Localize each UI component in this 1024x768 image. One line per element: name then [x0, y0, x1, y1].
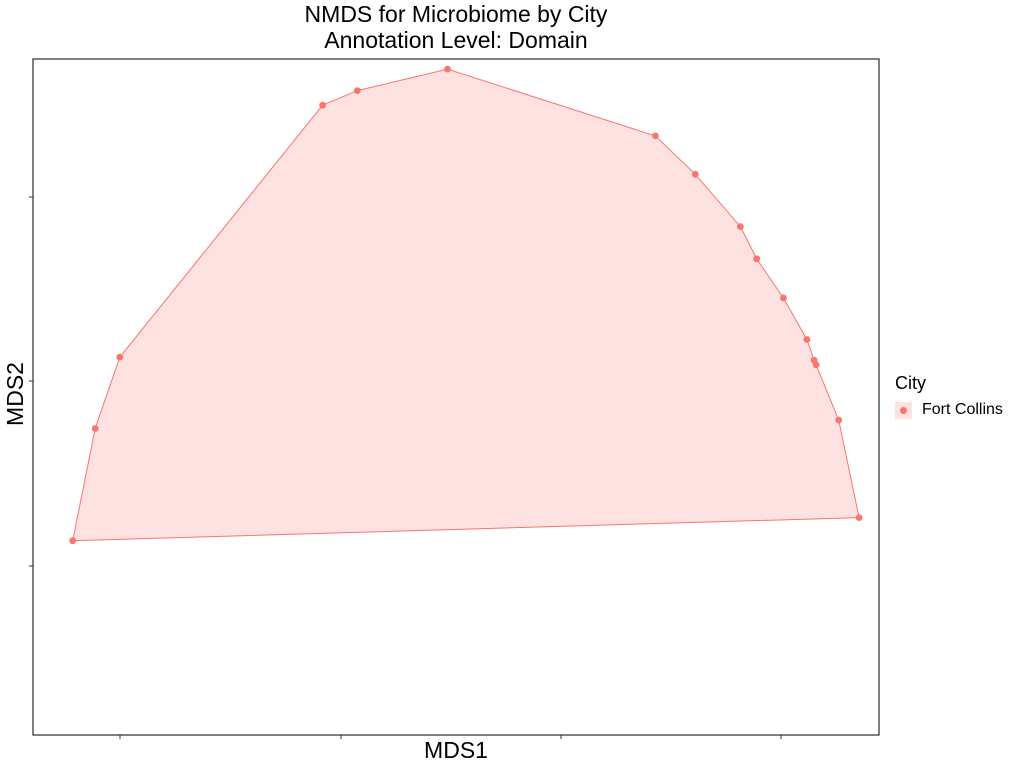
legend-label: Fort Collins	[922, 401, 1003, 418]
data-point-11	[780, 294, 787, 302]
legend: City Fort Collins	[895, 372, 1003, 420]
data-point-7	[652, 132, 659, 140]
data-point-5	[354, 87, 361, 94]
data-point-6	[444, 65, 451, 73]
data-point-15	[835, 416, 843, 424]
legend-title: City	[895, 373, 926, 393]
data-point-2	[91, 425, 99, 432]
data-point-9	[737, 223, 744, 231]
data-point-12	[803, 336, 811, 343]
x-axis-label: MDS1	[424, 737, 488, 763]
axis-ticks	[29, 196, 782, 739]
point-layer	[69, 65, 863, 545]
legend-item-fort-collins: Fort Collins	[895, 400, 1003, 420]
chart-title: NMDS for Microbiome by City	[304, 1, 608, 27]
legend-key-icon	[895, 401, 912, 419]
data-point-1	[69, 537, 77, 545]
data-point-16	[855, 514, 863, 521]
data-point-8	[691, 170, 699, 178]
y-axis-label: MDS2	[2, 362, 28, 426]
data-point-10	[753, 255, 761, 263]
data-point-14	[812, 361, 820, 369]
data-point-3	[116, 353, 124, 361]
chart-title-block: NMDS for Microbiome by City Annotation L…	[33, 1, 879, 53]
chart-subtitle: Annotation Level: Domain	[324, 27, 588, 53]
data-point-4	[319, 101, 326, 109]
